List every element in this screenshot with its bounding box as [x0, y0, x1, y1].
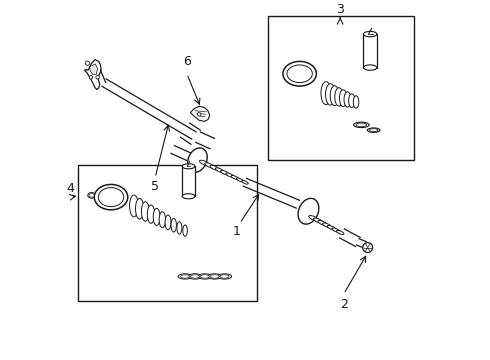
Ellipse shape — [283, 62, 317, 86]
Ellipse shape — [337, 230, 344, 234]
Ellipse shape — [220, 170, 229, 175]
Ellipse shape — [136, 198, 144, 219]
Polygon shape — [196, 132, 215, 149]
Ellipse shape — [356, 123, 367, 127]
Ellipse shape — [332, 228, 340, 232]
Ellipse shape — [177, 222, 182, 234]
Ellipse shape — [327, 225, 336, 230]
Polygon shape — [171, 146, 204, 167]
Ellipse shape — [180, 275, 190, 278]
Circle shape — [85, 61, 90, 65]
Ellipse shape — [198, 274, 212, 279]
Text: 4: 4 — [67, 183, 74, 195]
Ellipse shape — [322, 223, 331, 228]
Ellipse shape — [147, 205, 155, 223]
Ellipse shape — [216, 168, 224, 172]
Circle shape — [197, 113, 201, 116]
Bar — [182, 166, 195, 196]
Ellipse shape — [364, 65, 377, 70]
Ellipse shape — [330, 86, 339, 105]
Ellipse shape — [142, 202, 149, 221]
Bar — [77, 165, 257, 301]
Ellipse shape — [364, 31, 377, 37]
Polygon shape — [102, 79, 196, 139]
Ellipse shape — [287, 65, 312, 82]
Ellipse shape — [208, 274, 222, 279]
Ellipse shape — [309, 216, 318, 221]
Polygon shape — [90, 64, 98, 75]
Polygon shape — [244, 179, 299, 208]
Ellipse shape — [226, 173, 234, 177]
Ellipse shape — [210, 165, 219, 170]
Text: 6: 6 — [183, 55, 191, 68]
Ellipse shape — [368, 128, 380, 132]
Ellipse shape — [321, 82, 331, 105]
Ellipse shape — [325, 84, 335, 105]
Ellipse shape — [298, 198, 319, 224]
Ellipse shape — [188, 274, 202, 279]
Ellipse shape — [183, 225, 187, 236]
Ellipse shape — [129, 195, 138, 217]
Ellipse shape — [349, 94, 355, 108]
Ellipse shape — [318, 220, 327, 225]
Polygon shape — [340, 229, 360, 246]
Ellipse shape — [314, 218, 323, 223]
Bar — [364, 34, 377, 68]
Ellipse shape — [182, 194, 195, 199]
Circle shape — [89, 76, 93, 79]
Circle shape — [363, 243, 372, 252]
Ellipse shape — [94, 184, 128, 210]
Text: 1: 1 — [232, 225, 240, 238]
Ellipse shape — [182, 164, 195, 169]
Ellipse shape — [178, 274, 192, 279]
Polygon shape — [357, 239, 366, 248]
Ellipse shape — [237, 178, 244, 182]
Ellipse shape — [190, 275, 199, 278]
Ellipse shape — [335, 88, 343, 106]
Ellipse shape — [218, 274, 232, 279]
Ellipse shape — [220, 275, 229, 278]
Ellipse shape — [159, 212, 166, 228]
Ellipse shape — [369, 129, 378, 132]
Ellipse shape — [353, 96, 359, 108]
Text: 3: 3 — [336, 3, 344, 15]
Text: 2: 2 — [340, 298, 347, 311]
Ellipse shape — [199, 160, 209, 166]
Polygon shape — [180, 123, 200, 144]
Ellipse shape — [188, 148, 207, 172]
Ellipse shape — [165, 215, 171, 230]
Ellipse shape — [200, 275, 209, 278]
Bar — [268, 15, 414, 160]
Ellipse shape — [231, 175, 239, 180]
Ellipse shape — [205, 163, 214, 168]
Ellipse shape — [153, 208, 160, 225]
Ellipse shape — [210, 275, 219, 278]
Ellipse shape — [242, 180, 248, 184]
Ellipse shape — [354, 122, 369, 127]
Polygon shape — [85, 60, 101, 90]
Polygon shape — [190, 106, 210, 121]
Circle shape — [96, 76, 99, 79]
Ellipse shape — [88, 193, 96, 198]
Ellipse shape — [340, 90, 347, 107]
Ellipse shape — [344, 92, 351, 107]
Ellipse shape — [171, 218, 176, 232]
Ellipse shape — [98, 188, 124, 207]
Text: 5: 5 — [151, 180, 159, 193]
Ellipse shape — [89, 194, 94, 197]
